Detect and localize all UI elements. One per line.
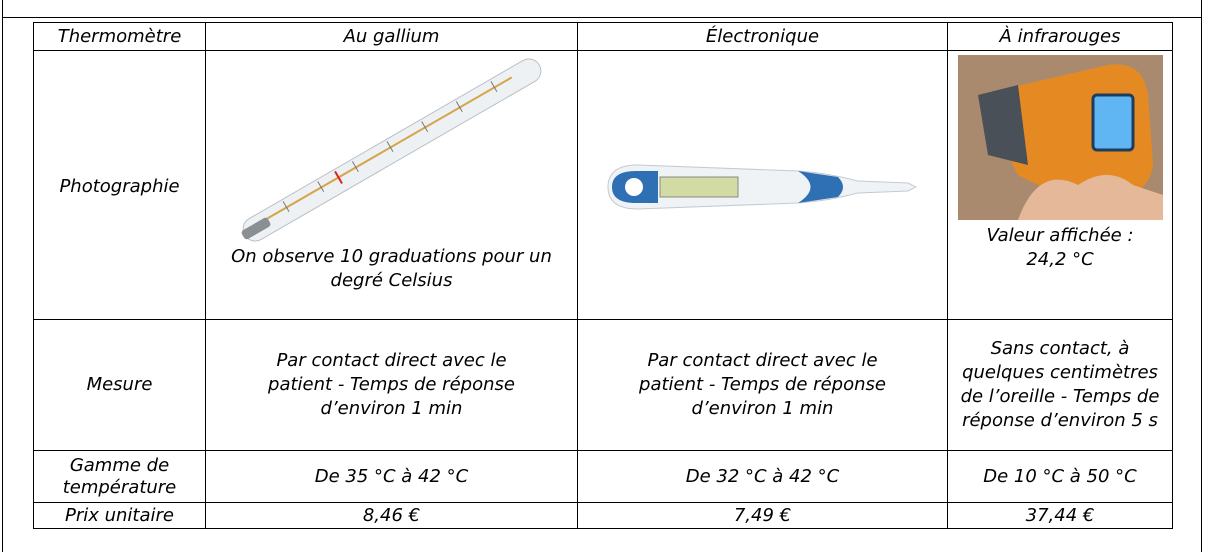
cell: De 35 °C à 42 °C (206, 451, 578, 503)
infrared-thermometer (958, 55, 1163, 220)
cell: 37,44 € (948, 503, 1173, 529)
cell: 8,46 € (206, 503, 578, 529)
rule (2, 17, 1202, 18)
row-label: Gamme de température (34, 451, 206, 503)
header-cell: Au gallium (206, 23, 578, 51)
row-label: Mesure (34, 320, 206, 451)
cell: Par contact direct avec le patient - Tem… (206, 320, 578, 451)
header-cell: Électronique (578, 23, 948, 51)
row-label: Prix unitaire (34, 503, 206, 529)
row: Photographie On observe 10 graduations p… (34, 51, 1173, 320)
cell: Par contact direct avec le patient - Tem… (578, 320, 948, 451)
cell: Valeur affichée : 24,2 °C (948, 51, 1173, 320)
row-label: Photographie (34, 51, 206, 320)
cell (578, 51, 948, 320)
caption: On observe 10 graduations pour un degré … (222, 245, 562, 293)
gallium-thermometer (222, 55, 562, 245)
row: Gamme de température De 35 °C à 42 °C De… (34, 451, 1173, 503)
cell-text: Par contact direct avec le patient - Tem… (252, 349, 532, 421)
header-row: Thermomètre Au gallium Électronique À in… (34, 23, 1173, 51)
table: Thermomètre Au gallium Électronique À in… (33, 22, 1173, 529)
cell: De 32 °C à 42 °C (578, 451, 948, 503)
row: Prix unitaire 8,46 € 7,49 € 37,44 € (34, 503, 1173, 529)
header-cell: À infrarouges (948, 23, 1173, 51)
caption: Valeur affichée : 24,2 °C (970, 224, 1150, 272)
cell: 7,49 € (578, 503, 948, 529)
cell-text: Par contact direct avec le patient - Tem… (623, 349, 903, 421)
cell: On observe 10 graduations pour un degré … (206, 51, 578, 320)
cell: De 10 °C à 50 °C (948, 451, 1173, 503)
header-cell: Thermomètre (34, 23, 206, 51)
electronic-thermometer (598, 157, 928, 217)
page: Thermomètre Au gallium Électronique À in… (0, 0, 1206, 552)
cell: Sans contact, à quelques centimètres de … (948, 320, 1173, 451)
row: Mesure Par contact direct avec le patien… (34, 320, 1173, 451)
